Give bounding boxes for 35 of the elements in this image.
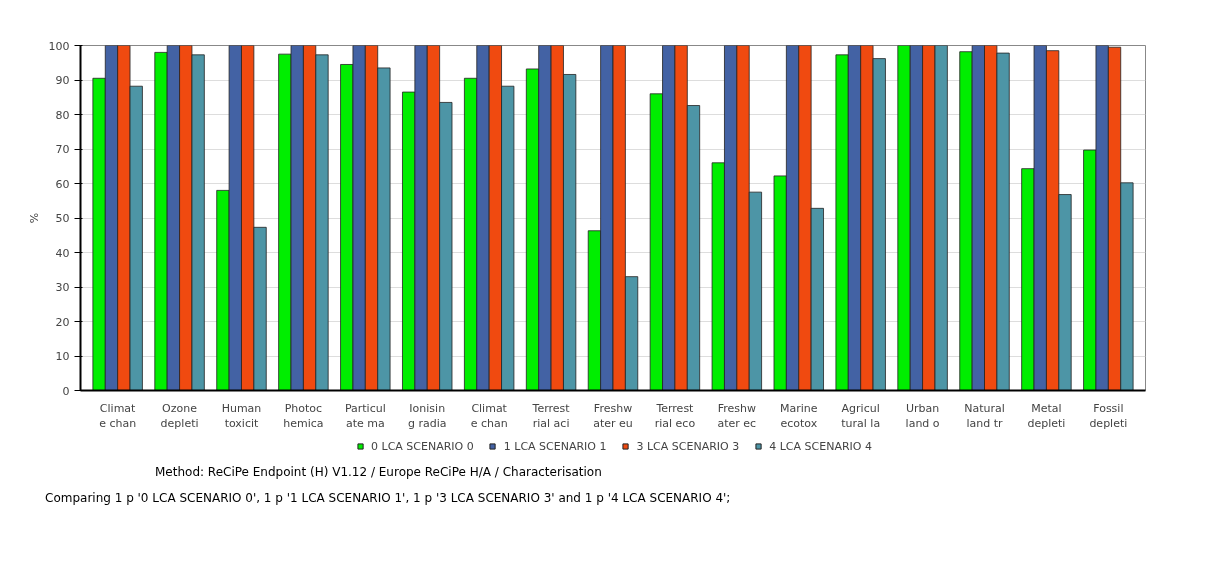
x-tick-label: Terrest rial eco xyxy=(654,401,696,431)
y-tick-label: 40 xyxy=(55,246,70,260)
x-tick-label: Natural land tr xyxy=(964,401,1005,431)
y-tick-label: 80 xyxy=(55,108,70,122)
y-tick-label: 100 xyxy=(48,39,70,53)
x-tick-label: Freshw ater eu xyxy=(593,401,633,431)
y-tick-label: 50 xyxy=(55,212,70,225)
x-tick-label: Marine ecotox xyxy=(779,401,818,431)
y-tick-label: 10 xyxy=(55,350,70,363)
x-tick-label: Metal depleti xyxy=(1027,401,1066,431)
legend-label: 0 LCA SCENARIO 0 xyxy=(371,439,474,453)
x-tick-label: Ionisin g radia xyxy=(407,401,447,431)
x-tick-label: Climat e chan xyxy=(470,401,508,431)
x-tick-label: Agricul tural la xyxy=(841,401,881,431)
text: Comparing 1 p '0 LCA SCENARIO 0', 1 p '1 LCA SCENARIO 1', 1 p '3 LCA SCENARIO 3' and 1 p '4 LCA SCENARIO 4'; xyxy=(45,490,731,507)
x-tick-label: Terrest rial aci xyxy=(531,401,571,431)
x-tick-label: Freshw ater ec xyxy=(717,401,757,431)
x-tick-label: Particul ate ma xyxy=(344,401,386,431)
y-tick-label: 20 xyxy=(55,315,70,329)
y-tick-label: 0 xyxy=(62,384,70,398)
legend-label: 3 LCA SCENARIO 3 xyxy=(636,439,740,453)
y-tick-label: 70 xyxy=(55,143,70,156)
x-tick-label: Urban land o xyxy=(905,401,940,431)
x-tick-label: Human toxicit xyxy=(221,401,262,431)
x-tick-label: Photoc hemica xyxy=(283,401,324,431)
legend-label: 4 LCA SCENARIO 4 xyxy=(769,439,872,453)
y-tick-label: 30 xyxy=(55,281,70,294)
legend-label: 1 LCA SCENARIO 1 xyxy=(503,439,607,453)
y-tick-label: 60 xyxy=(55,177,70,191)
y-tick-label: 90 xyxy=(55,74,70,87)
y-axis-title: % xyxy=(27,212,41,224)
x-tick-label: Ozone depleti xyxy=(160,401,199,431)
x-tick-label: Fossil depleti xyxy=(1089,401,1128,431)
text: Method: ReCiPe Endpoint (H) V1.12 / Europe ReCiPe H/A / Characterisation xyxy=(155,464,602,481)
x-tick-label: Climat e chan xyxy=(99,401,137,431)
